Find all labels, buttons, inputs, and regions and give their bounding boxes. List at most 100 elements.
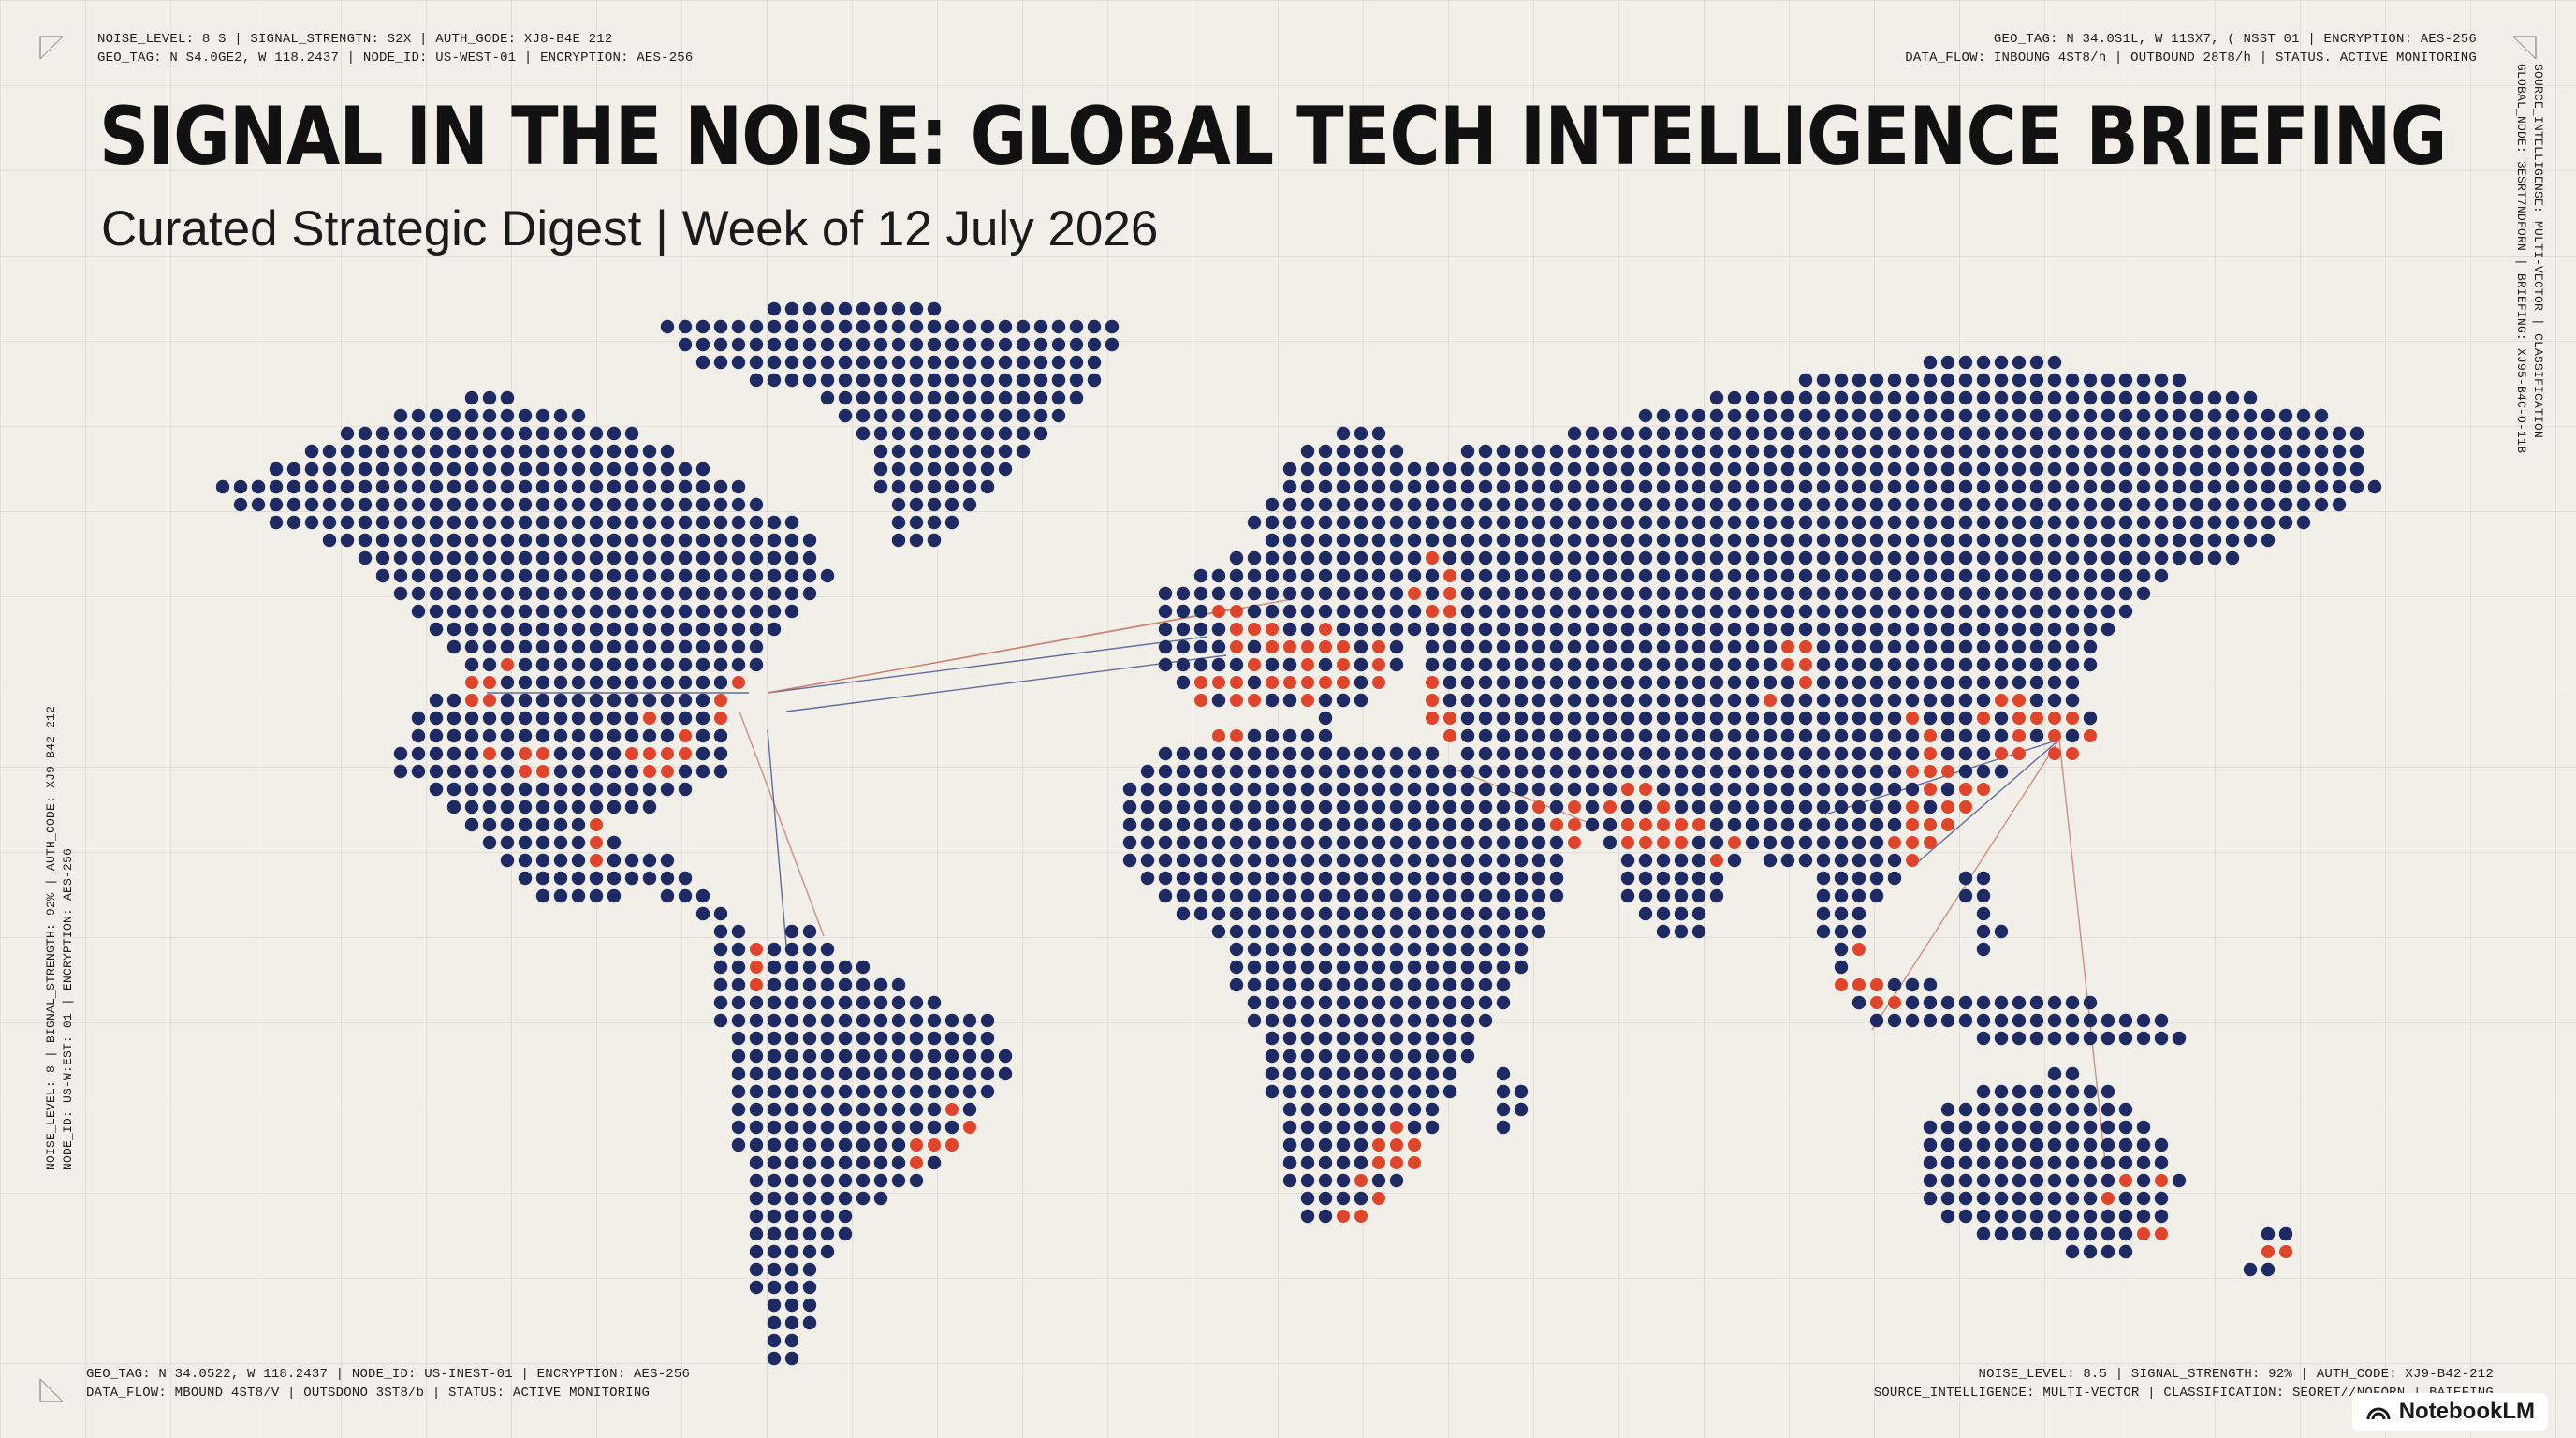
land-dot bbox=[1869, 497, 1884, 512]
land-dot bbox=[1620, 444, 1635, 459]
land-dot bbox=[1158, 853, 1173, 868]
land-dot bbox=[2189, 462, 2204, 477]
land-dot bbox=[553, 639, 568, 654]
land-dot bbox=[1780, 533, 1795, 548]
land-dot bbox=[500, 568, 515, 583]
land-dot bbox=[1940, 604, 1955, 619]
land-dot bbox=[1727, 390, 1742, 405]
land-dot bbox=[2065, 1031, 2080, 1046]
connection-line bbox=[767, 729, 787, 946]
land-dot bbox=[820, 568, 835, 583]
land-dot bbox=[1976, 1084, 1991, 1099]
land-dot bbox=[1585, 462, 1600, 477]
land-dot bbox=[1514, 550, 1529, 565]
land-dot bbox=[1229, 960, 1244, 975]
land-dot bbox=[1460, 800, 1475, 814]
land-dot bbox=[2225, 444, 2240, 459]
land-dot bbox=[1460, 1031, 1475, 1046]
land-dot bbox=[2189, 444, 2204, 459]
land-dot bbox=[1371, 835, 1386, 850]
land-dot bbox=[304, 497, 319, 512]
signal-dot bbox=[1621, 783, 1634, 796]
land-dot bbox=[464, 444, 479, 459]
land-dot bbox=[749, 1173, 764, 1188]
land-dot bbox=[1727, 782, 1742, 797]
land-dot bbox=[1425, 977, 1440, 992]
land-dot bbox=[784, 995, 799, 1010]
land-dot bbox=[1709, 746, 1724, 761]
land-dot bbox=[1603, 604, 1617, 619]
land-dot bbox=[2118, 1013, 2133, 1028]
land-dot bbox=[802, 942, 817, 957]
land-dot bbox=[2012, 1084, 2027, 1099]
land-dot bbox=[1674, 426, 1689, 441]
land-dot bbox=[731, 977, 746, 992]
land-dot bbox=[2154, 462, 2169, 477]
land-dot bbox=[980, 1066, 995, 1081]
land-dot bbox=[1229, 924, 1244, 939]
land-dot bbox=[1567, 568, 1582, 583]
land-dot bbox=[838, 1120, 853, 1135]
land-dot bbox=[1958, 746, 1973, 761]
land-dot bbox=[1691, 408, 1706, 423]
land-dot bbox=[1691, 533, 1706, 548]
land-dot bbox=[784, 533, 799, 548]
signal-dot bbox=[1799, 640, 1812, 653]
land-dot bbox=[2118, 497, 2133, 512]
signal-dot bbox=[1337, 676, 1350, 689]
land-dot bbox=[1158, 817, 1173, 832]
land-dot bbox=[1940, 408, 1955, 423]
land-dot bbox=[1531, 675, 1546, 690]
land-dot bbox=[1691, 479, 1706, 494]
land-dot bbox=[1798, 764, 1813, 779]
land-dot bbox=[1816, 373, 1831, 388]
land-dot bbox=[1265, 728, 1280, 743]
signal-dot bbox=[643, 765, 656, 778]
land-dot bbox=[233, 497, 248, 512]
land-dot bbox=[1620, 871, 1635, 886]
land-dot bbox=[731, 515, 746, 530]
land-dot bbox=[464, 426, 479, 441]
land-dot bbox=[2083, 1155, 2098, 1170]
land-dot bbox=[304, 515, 319, 530]
land-dot bbox=[1638, 533, 1653, 548]
land-dot bbox=[2136, 426, 2151, 441]
land-dot bbox=[624, 533, 639, 548]
land-dot bbox=[2065, 675, 2080, 690]
signal-dot bbox=[1959, 800, 1972, 814]
land-dot bbox=[571, 888, 586, 903]
land-dot bbox=[1193, 888, 1208, 903]
land-dot bbox=[1336, 1155, 1351, 1170]
land-dot bbox=[1265, 1031, 1280, 1046]
land-dot bbox=[962, 1013, 977, 1028]
land-dot bbox=[1282, 1031, 1297, 1046]
land-dot bbox=[2154, 515, 2169, 530]
land-dot bbox=[1407, 1102, 1422, 1117]
land-dot bbox=[642, 639, 657, 654]
land-dot bbox=[1780, 444, 1795, 459]
land-dot bbox=[1425, 462, 1440, 477]
land-dot bbox=[2029, 479, 2044, 494]
land-dot bbox=[784, 301, 799, 316]
land-dot bbox=[2012, 462, 2027, 477]
land-dot bbox=[784, 1084, 799, 1099]
land-dot bbox=[1727, 675, 1742, 690]
land-dot bbox=[678, 497, 693, 512]
land-dot bbox=[2065, 1102, 2080, 1117]
land-dot bbox=[1442, 462, 1457, 477]
land-dot bbox=[1852, 568, 1866, 583]
land-dot bbox=[2118, 408, 2133, 423]
land-dot bbox=[1763, 782, 1778, 797]
land-dot bbox=[1016, 426, 1031, 441]
land-dot bbox=[1887, 462, 1902, 477]
land-dot bbox=[962, 373, 977, 388]
land-dot bbox=[1442, 942, 1457, 957]
land-dot bbox=[1425, 1120, 1440, 1135]
land-dot bbox=[1407, 515, 1422, 530]
land-dot bbox=[1994, 390, 2009, 405]
land-dot bbox=[2225, 533, 2240, 548]
land-dot bbox=[1656, 675, 1671, 690]
land-dot bbox=[1336, 942, 1351, 957]
land-dot bbox=[1282, 479, 1297, 494]
land-dot bbox=[820, 1102, 835, 1117]
